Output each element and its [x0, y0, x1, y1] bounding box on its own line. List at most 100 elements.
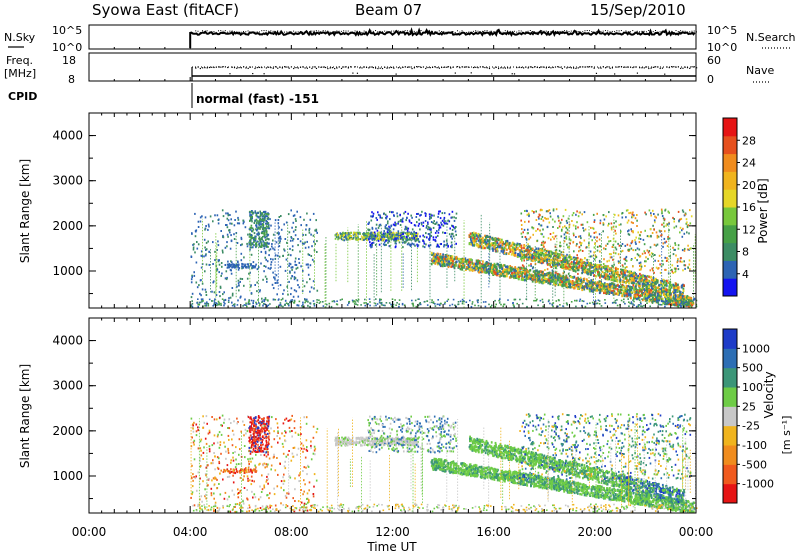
power-echo	[586, 258, 588, 261]
power-echo	[674, 244, 677, 246]
power-echo	[681, 260, 683, 263]
power-echo	[692, 302, 695, 305]
power-echo	[294, 257, 297, 260]
power-echo	[272, 258, 274, 261]
power-echo	[335, 233, 338, 236]
power-echo	[624, 292, 626, 295]
power-echo	[252, 228, 255, 231]
power-echo	[655, 286, 657, 290]
power-echo	[519, 243, 521, 246]
power-echo	[470, 258, 472, 261]
power-echo	[653, 271, 655, 274]
power-echo	[197, 243, 200, 246]
power-echo	[200, 294, 202, 297]
power-echo	[259, 212, 262, 215]
power-echo	[627, 233, 630, 236]
power-echo	[575, 244, 578, 247]
power-echo	[286, 241, 288, 244]
power-echo	[650, 283, 653, 286]
power-echo	[461, 268, 464, 271]
power-echo	[468, 258, 471, 261]
power-echo	[598, 291, 601, 295]
power-echo	[548, 271, 551, 274]
power-echo	[550, 250, 552, 253]
power-echo	[559, 244, 562, 247]
power-echo	[445, 258, 448, 261]
power-echo	[628, 233, 631, 236]
power-echo	[631, 279, 634, 282]
power-echo	[523, 259, 525, 262]
power-echo	[227, 219, 230, 222]
power-echo	[545, 260, 548, 263]
power-echo	[535, 256, 538, 259]
power-echo	[590, 255, 593, 258]
power-echo	[340, 234, 342, 237]
power-echo	[683, 295, 685, 299]
cpid-mode-text: normal (fast) -151	[196, 92, 319, 106]
power-echo	[550, 254, 553, 257]
power-echo	[272, 239, 274, 242]
power-echo	[614, 287, 617, 290]
power-echo	[606, 273, 608, 276]
power-echo	[553, 263, 556, 266]
power-echo	[657, 294, 659, 298]
power-echo	[248, 241, 250, 244]
power-echo	[204, 254, 207, 257]
power-echo	[303, 218, 305, 221]
power-echo	[272, 298, 275, 301]
power-echo	[531, 210, 534, 213]
power-echo	[431, 253, 433, 256]
power-echo	[195, 281, 198, 284]
power-echo	[620, 250, 623, 253]
power-echo	[248, 243, 251, 246]
power-echo	[643, 282, 646, 286]
power-echo	[605, 285, 608, 288]
power-echo	[580, 237, 582, 240]
power-echo	[340, 238, 343, 241]
power-echo	[620, 288, 622, 292]
power-echo	[606, 242, 609, 245]
power-echo	[221, 265, 223, 268]
power-echo	[482, 264, 484, 268]
power-echo	[658, 283, 661, 287]
power-echo	[242, 266, 244, 269]
power-echo	[404, 237, 407, 240]
power-echo	[644, 289, 646, 292]
power-echo	[525, 249, 528, 252]
power-echo	[564, 258, 566, 261]
power-echo	[264, 252, 267, 255]
power-echo	[224, 264, 227, 266]
power-echo	[350, 235, 352, 237]
power-echo	[573, 287, 576, 290]
power-echo	[266, 222, 268, 225]
power-echo	[555, 249, 558, 251]
power-echo	[479, 241, 482, 245]
power-echo	[576, 285, 579, 288]
power-echo	[632, 249, 634, 252]
power-echo	[545, 217, 547, 220]
power-echo	[297, 295, 300, 298]
power-echo	[412, 234, 414, 237]
power-echo	[269, 248, 272, 251]
power-echo	[423, 242, 426, 245]
power-echo	[630, 296, 632, 300]
power-echo	[551, 236, 554, 238]
power-echo	[603, 272, 606, 275]
power-echo	[268, 238, 270, 241]
power-echo	[376, 232, 379, 235]
power-echo	[561, 218, 563, 221]
power-echo	[489, 269, 491, 273]
power-echo	[479, 245, 482, 248]
power-echo	[425, 232, 427, 235]
power-echo	[615, 292, 618, 295]
power-echo	[625, 285, 628, 288]
power-echo	[195, 261, 198, 264]
power-echo	[500, 250, 503, 253]
power-echo	[423, 246, 426, 249]
power-echo	[640, 277, 642, 281]
power-echo	[525, 267, 527, 270]
power-echo	[236, 285, 238, 288]
power-echo	[255, 263, 257, 266]
power-echo	[634, 239, 636, 242]
power-echo	[383, 244, 386, 247]
